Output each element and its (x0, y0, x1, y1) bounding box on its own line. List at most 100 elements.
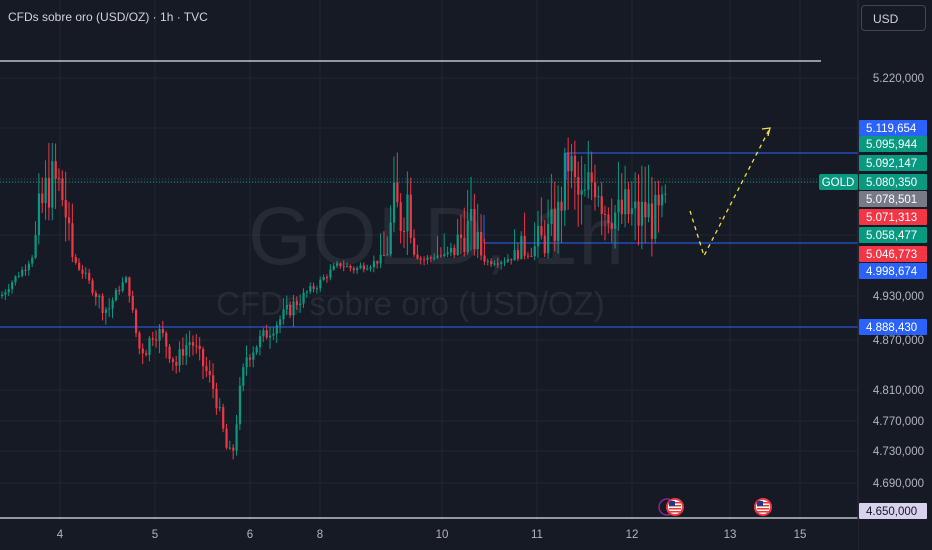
candle-body (101, 295, 104, 313)
candle (392, 156, 396, 233)
candle-body (386, 254, 389, 256)
candle-body (500, 262, 503, 265)
price-tag: 5.095,944 (859, 136, 927, 152)
price-tick-label: 4.930,000 (873, 291, 924, 303)
candle-body (148, 338, 151, 355)
candle-body (406, 194, 409, 232)
candle-body (409, 194, 412, 238)
candle (376, 260, 379, 269)
candle-body (225, 428, 228, 448)
candle (21, 266, 24, 278)
price-tag-label: 4.998,674 (866, 266, 918, 278)
candle-body (11, 282, 14, 289)
candle-body (71, 223, 74, 258)
flag-stripe (669, 511, 681, 513)
candle (399, 193, 402, 244)
candle (593, 164, 597, 211)
candle (510, 258, 513, 265)
candle-body (416, 254, 419, 259)
candle-body (624, 189, 627, 215)
candle-body (580, 190, 583, 195)
price-tag-label: 5.080,350 (866, 177, 917, 189)
candle (31, 254, 34, 268)
candle-body (121, 282, 124, 291)
candle (577, 161, 580, 227)
candle (148, 335, 151, 362)
candle-body (88, 272, 91, 281)
candle-body (31, 257, 34, 264)
currency-button[interactable]: USD (861, 5, 926, 31)
candle-body (349, 265, 352, 269)
candle (597, 185, 600, 208)
price-tag-bg (859, 136, 927, 152)
candle (466, 190, 469, 255)
price-tag-label: 5.046,773 (866, 249, 917, 261)
candle (121, 277, 124, 293)
candle (382, 231, 386, 256)
candle-body (583, 189, 587, 191)
candle (151, 331, 154, 346)
candle (600, 182, 603, 236)
candle-body (604, 214, 607, 216)
candle-body (664, 193, 667, 195)
candle (141, 343, 144, 365)
candle (238, 377, 242, 430)
candle-body (57, 178, 61, 180)
us-flag-icon (658, 498, 684, 516)
candle-body (114, 289, 118, 301)
symbol-tag-label: GOLD (822, 177, 855, 189)
candle-body (567, 152, 570, 172)
candle-body (463, 237, 466, 253)
candle (11, 280, 14, 294)
candle (232, 444, 235, 460)
candle (520, 231, 523, 260)
candle-body (4, 292, 7, 295)
price-tag-bg (859, 227, 927, 243)
candle (526, 252, 530, 260)
candle-body (379, 254, 382, 264)
candle (547, 199, 550, 259)
price-tag-bg (859, 209, 927, 225)
price-tick-label: 5.220,000 (873, 73, 924, 85)
candle (634, 172, 637, 241)
price-tick-label: 4.770,000 (873, 416, 924, 428)
candle-body (191, 342, 195, 346)
candle-body (295, 301, 298, 306)
candle-body (516, 250, 520, 259)
candle-body (392, 182, 396, 223)
candle-body (165, 333, 168, 347)
candle-body (473, 208, 476, 250)
candle-body (272, 333, 275, 336)
flag-stripe (757, 508, 769, 510)
candle (168, 344, 171, 363)
chart-title[interactable]: CFDs sobre oro (USD/OZ) · 1h · TVC (8, 10, 208, 24)
symbol-tag-bg (819, 174, 858, 190)
candle-body (195, 345, 198, 347)
candle (493, 260, 496, 267)
candle-body (620, 199, 623, 215)
candle-body (54, 161, 57, 179)
candle-body (245, 357, 248, 368)
candle-body (151, 338, 154, 340)
candle (145, 349, 148, 357)
candle-body (533, 246, 536, 257)
candle-body (530, 255, 533, 257)
symbol-watermark: GOLD, 1h (248, 191, 626, 282)
candle (81, 264, 84, 279)
candle-body (188, 342, 191, 345)
candle (664, 184, 667, 204)
candle-body (285, 304, 288, 310)
candle-body (476, 231, 479, 250)
candle-body (44, 177, 47, 204)
candle (248, 353, 252, 367)
candle (332, 262, 335, 271)
candle-body (423, 259, 426, 261)
price-tag-bg (859, 120, 927, 136)
candle-body (235, 424, 238, 451)
candle (212, 363, 215, 399)
candle (553, 181, 556, 252)
candle-body (68, 217, 71, 224)
candle (158, 324, 161, 354)
candle (88, 268, 91, 284)
